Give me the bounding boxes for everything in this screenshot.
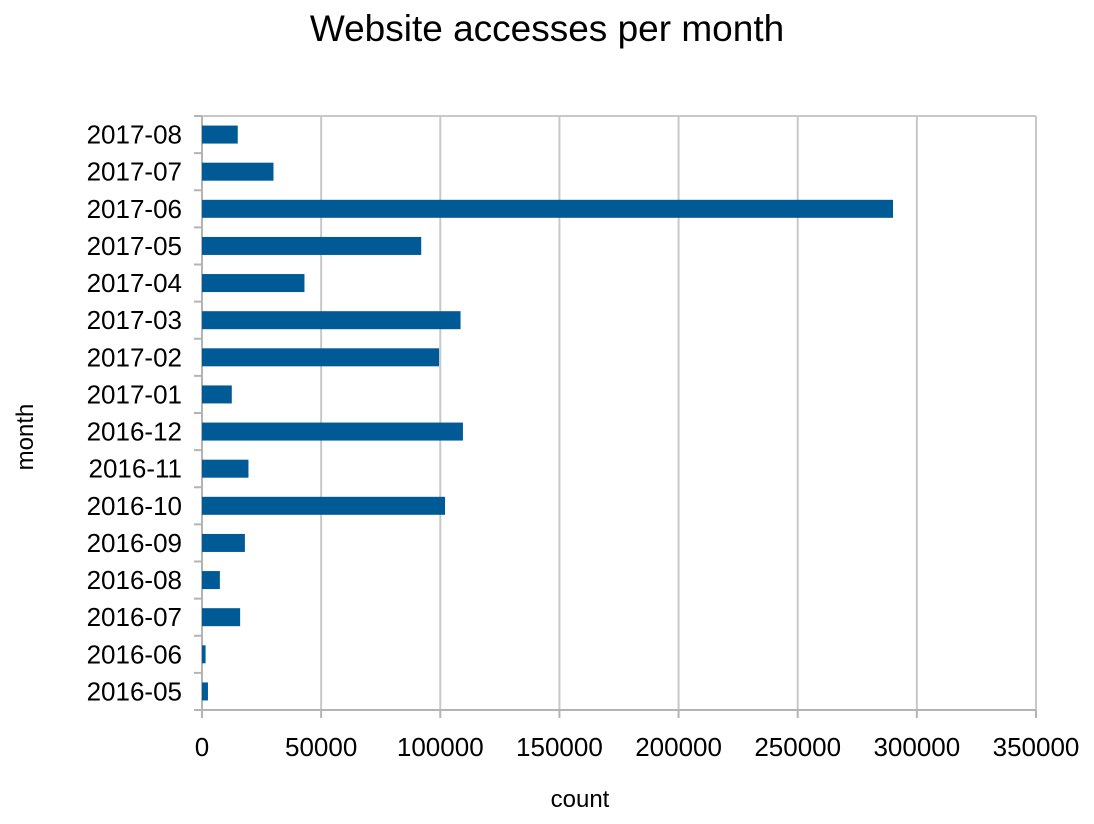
y-tick-label: 2016-08 (87, 565, 182, 595)
bar-2017-03 (202, 311, 461, 330)
bar-2017-05 (202, 236, 422, 255)
bar-2017-06 (202, 199, 894, 218)
bar-2016-07 (202, 608, 241, 627)
y-tick-label: 2016-05 (87, 676, 182, 706)
x-axis-label: count (550, 786, 610, 813)
x-tick-label: 50000 (285, 732, 357, 762)
y-tick-label: 2017-06 (87, 194, 182, 224)
x-tick-label: 300000 (873, 732, 960, 762)
bar-2016-10 (202, 496, 446, 515)
bar-2016-11 (202, 459, 249, 478)
bar-2016-06 (202, 645, 206, 664)
bar-2016-08 (202, 571, 220, 590)
y-tick-label: 2016-10 (87, 491, 182, 521)
y-tick-label: 2017-04 (87, 268, 182, 298)
bar-2017-07 (202, 162, 274, 181)
y-tick-label: 2016-12 (87, 417, 182, 447)
bar-2017-04 (202, 274, 305, 293)
y-tick-label: 2017-03 (87, 305, 182, 335)
y-tick-label: 2017-02 (87, 342, 182, 372)
x-tick-label: 0 (195, 732, 209, 762)
x-tick-label: 100000 (397, 732, 484, 762)
bar-2017-02 (202, 348, 440, 367)
bar-2017-01 (202, 385, 232, 404)
chart-title: Website accesses per month (309, 8, 785, 49)
x-tick-label: 350000 (993, 732, 1080, 762)
y-tick-label: 2016-07 (87, 602, 182, 632)
x-tick-label: 200000 (635, 732, 722, 762)
y-tick-label: 2016-11 (89, 454, 183, 484)
x-tick-label: 250000 (754, 732, 841, 762)
y-tick-label: 2017-07 (87, 157, 182, 187)
y-tick-label: 2017-05 (87, 231, 182, 261)
bar-2016-05 (202, 682, 208, 701)
bar-2016-12 (202, 422, 463, 441)
y-tick-label: 2016-06 (87, 639, 182, 669)
bar-2016-09 (202, 533, 245, 552)
x-tick-label: 150000 (516, 732, 603, 762)
y-tick-label: 2016-09 (87, 528, 182, 558)
y-tick-label: 2017-01 (87, 379, 182, 409)
y-tick-label: 2017-08 (87, 120, 182, 150)
bar-2017-08 (202, 125, 238, 144)
